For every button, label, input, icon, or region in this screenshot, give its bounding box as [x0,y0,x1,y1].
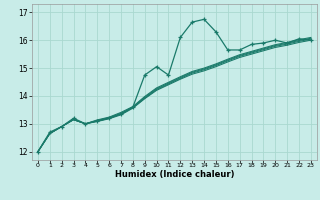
X-axis label: Humidex (Indice chaleur): Humidex (Indice chaleur) [115,170,234,179]
